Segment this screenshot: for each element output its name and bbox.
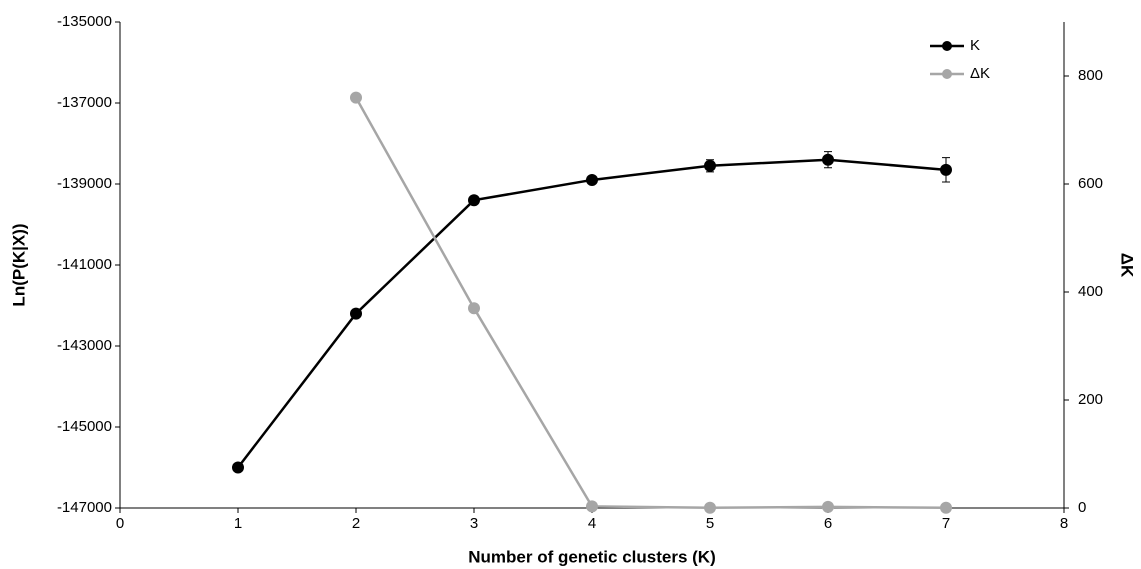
legend-label: ΔK xyxy=(970,65,990,82)
y2-tick-label: 800 xyxy=(1078,67,1103,84)
y2-tick-label: 200 xyxy=(1078,391,1103,408)
point xyxy=(350,307,362,320)
y-axis-label: Ln(P(K|X)) xyxy=(9,223,28,306)
point xyxy=(586,173,598,186)
point xyxy=(822,153,834,166)
point xyxy=(350,91,362,104)
x-axis-label: Number of genetic clusters (K) xyxy=(468,547,716,566)
legend-marker xyxy=(942,69,952,79)
x-tick-label: 7 xyxy=(942,515,950,532)
y2-tick-label: 0 xyxy=(1078,499,1086,516)
y-tick-label: -143000 xyxy=(57,337,112,354)
point xyxy=(940,501,952,514)
point xyxy=(704,159,716,172)
x-tick-label: 8 xyxy=(1060,515,1068,532)
y2-tick-label: 400 xyxy=(1078,283,1103,300)
y-tick-label: -147000 xyxy=(57,499,112,516)
point xyxy=(586,500,598,513)
point xyxy=(704,501,716,514)
x-tick-label: 2 xyxy=(352,515,360,532)
legend-marker xyxy=(942,41,952,51)
y-tick-label: -145000 xyxy=(57,418,112,435)
x-tick-label: 4 xyxy=(588,515,596,532)
point xyxy=(468,302,480,315)
y2-tick-label: 600 xyxy=(1078,175,1103,192)
x-tick-label: 3 xyxy=(470,515,478,532)
x-tick-label: 6 xyxy=(824,515,832,532)
series-line xyxy=(354,96,947,509)
x-tick-label: 5 xyxy=(706,515,714,532)
point xyxy=(822,500,834,513)
point xyxy=(232,461,244,474)
series-line xyxy=(237,158,947,469)
x-tick-label: 0 xyxy=(116,515,124,532)
y-tick-label: -141000 xyxy=(57,256,112,273)
y-tick-label: -139000 xyxy=(57,175,112,192)
x-tick-label: 1 xyxy=(234,515,242,532)
point xyxy=(468,194,480,207)
y-tick-label: -135000 xyxy=(57,13,112,30)
point xyxy=(940,163,952,176)
legend-label: K xyxy=(970,37,980,54)
y-tick-label: -137000 xyxy=(57,94,112,111)
y2-axis-label: ΔK xyxy=(1118,253,1137,278)
